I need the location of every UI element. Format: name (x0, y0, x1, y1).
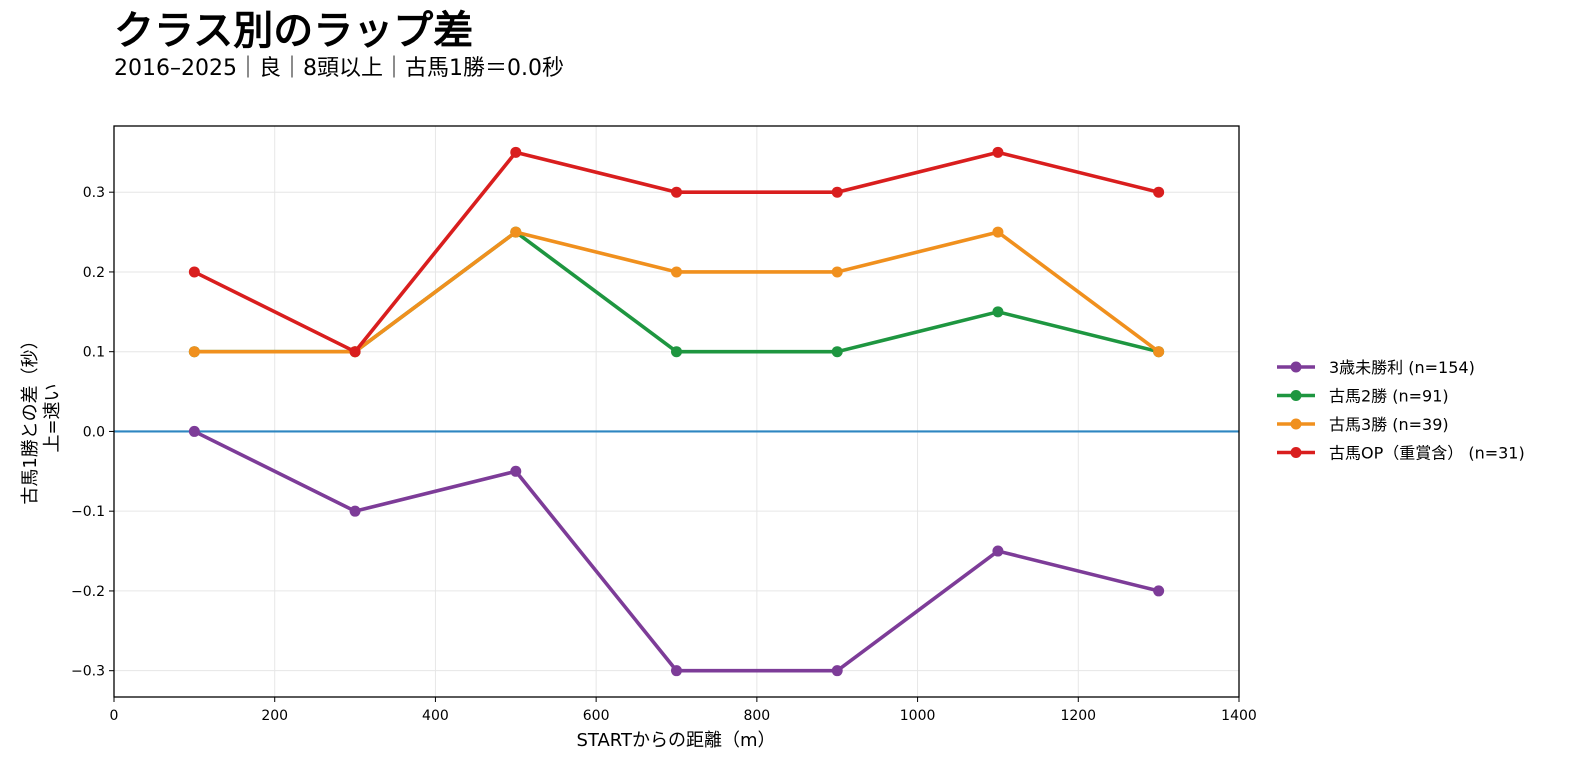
legend-label: 古馬3勝 (n=39) (1329, 415, 1449, 434)
series-line (192, 230, 1161, 354)
legend-item: 古馬OP（重賞含） (n=31) (1277, 444, 1525, 463)
data-point (671, 346, 682, 358)
legend-label: 古馬OP（重賞含） (n=31) (1329, 444, 1525, 463)
legend-item: 古馬2勝 (n=91) (1277, 387, 1449, 406)
x-tick-label: 1200 (1060, 708, 1096, 724)
legend-item: 古馬3勝 (n=39) (1277, 415, 1449, 434)
series-line (192, 230, 1161, 354)
x-tick-label: 0 (110, 708, 119, 724)
x-axis-ticks: 0 200 400 600 800 1000 1200 1400 (110, 697, 1257, 724)
series-lines (188, 146, 1165, 677)
data-point (510, 226, 522, 238)
data-point (831, 266, 843, 278)
x-tick-label: 1000 (900, 708, 936, 724)
data-point (510, 146, 522, 158)
data-point (188, 425, 200, 437)
y-tick-label: 0.0 (83, 424, 105, 440)
x-tick-label: 600 (583, 708, 610, 724)
data-point (188, 266, 200, 278)
data-point (831, 665, 843, 677)
data-point (992, 146, 1004, 158)
y-tick-label: −0.2 (71, 584, 105, 600)
data-point (671, 665, 682, 677)
legend-swatch-marker (1290, 447, 1302, 458)
x-tick-label: 800 (743, 708, 770, 724)
x-axis-label: STARTからの距離（m） (576, 730, 775, 751)
y-tick-label: −0.3 (71, 664, 105, 680)
data-point (992, 226, 1004, 238)
data-point (671, 186, 682, 198)
data-point (992, 545, 1004, 557)
x-tick-label: 200 (261, 708, 288, 724)
data-point (831, 346, 843, 358)
data-point (349, 346, 361, 358)
data-point (1153, 346, 1165, 358)
legend-item: 3歳未勝利 (n=154) (1277, 358, 1475, 377)
y-axis-ticks: −0.3 −0.2 −0.1 0.0 0.1 0.2 0.3 (71, 185, 114, 680)
y-tick-label: −0.1 (71, 504, 105, 520)
y-axis-label-note: 上=速い (42, 383, 63, 452)
series-1 (188, 425, 1165, 677)
y-tick-label: 0.3 (83, 185, 105, 201)
legend-swatch-marker (1290, 390, 1302, 401)
data-point (349, 505, 361, 517)
data-point (831, 186, 843, 198)
data-point (510, 465, 522, 477)
series-3 (188, 226, 1165, 358)
legend-label: 3歳未勝利 (n=154) (1329, 358, 1475, 377)
legend-swatch-marker (1290, 361, 1302, 373)
x-tick-label: 1400 (1221, 708, 1257, 724)
y-axis-label: 古馬1勝との差（秒） (20, 331, 41, 504)
chart-title: クラス別のラップ差 (114, 8, 474, 54)
plot-frame (113, 125, 1240, 698)
y-tick-label: 0.2 (83, 265, 105, 281)
chart-subtitle: 2016–2025｜良｜8頭以上｜古馬1勝＝0.0秒 (114, 56, 564, 81)
legend-label: 古馬2勝 (n=91) (1329, 387, 1449, 406)
y-tick-label: 0.1 (83, 345, 105, 361)
legend-swatch-marker (1290, 418, 1302, 430)
series-line (192, 429, 1161, 673)
data-point (188, 346, 200, 358)
series-4 (188, 146, 1165, 358)
data-point (1153, 585, 1165, 597)
grid-lines (113, 126, 1240, 697)
data-point (671, 266, 682, 278)
x-tick-label: 400 (422, 708, 449, 724)
data-point (992, 306, 1004, 318)
data-point (1153, 186, 1165, 198)
legend: 3歳未勝利 (n=154) 古馬2勝 (n=91) 古馬3勝 (n=39) 古馬OP（… (1277, 358, 1525, 463)
series-line (192, 150, 1161, 354)
